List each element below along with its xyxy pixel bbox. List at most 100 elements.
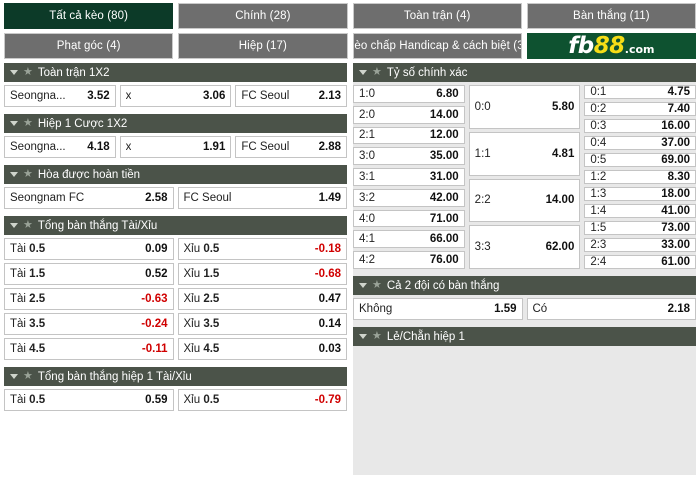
correct-score-column-2: 0:0 5.80 1:1 4.81 2:2 14.00 3:3 62.00 — [468, 85, 581, 269]
odd-cell[interactable]: Seongnam FC 2.58 — [4, 187, 174, 209]
odd-cell[interactable]: 2:1 12.00 — [353, 126, 465, 145]
odd-cell[interactable]: 1:3 18.00 — [584, 187, 697, 201]
chevron-down-icon[interactable] — [10, 374, 18, 379]
section-half1-1x2-header[interactable]: ★ Hiệp 1 Cược 1X2 — [4, 114, 347, 133]
odd-cell[interactable]: 3:0 35.00 — [353, 147, 465, 166]
odd-cell[interactable]: Xỉu 0.5 -0.79 — [177, 389, 347, 411]
tab-half[interactable]: Hiệp (17) — [178, 33, 348, 59]
odd-cell[interactable]: Xỉu 3.5 0.14 — [177, 313, 347, 335]
tab-all-bets[interactable]: Tất cả kèo (80) — [4, 3, 174, 29]
odd-cell[interactable]: 1:5 73.00 — [584, 221, 697, 235]
tab-main[interactable]: Chính (28) — [178, 3, 348, 29]
odd-cell[interactable]: FC Seoul 2.88 — [235, 136, 348, 158]
odd-cell[interactable]: Có 2.18 — [526, 298, 696, 320]
odd-cell[interactable]: 0:2 7.40 — [584, 102, 697, 116]
odd-cell[interactable]: Tài 3.5 -0.24 — [4, 313, 174, 335]
odd-value: 62.00 — [545, 241, 575, 254]
odd-cell[interactable]: Seongna... 4.18 — [4, 136, 116, 158]
star-icon[interactable]: ★ — [23, 168, 33, 180]
odd-cell[interactable]: Tài 4.5 -0.11 — [4, 338, 174, 360]
odd-cell[interactable]: 0:4 37.00 — [584, 136, 697, 150]
odd-cell[interactable]: FC Seoul 2.13 — [235, 85, 348, 107]
chevron-down-icon[interactable] — [10, 121, 18, 126]
star-icon[interactable]: ★ — [372, 279, 382, 291]
odd-label: 3:0 — [359, 150, 375, 163]
section-title: Toàn trận 1X2 — [37, 66, 110, 79]
chevron-down-icon[interactable] — [359, 334, 367, 339]
section-total-goals-ou-header[interactable]: ★ Tổng bàn thắng Tài/Xỉu — [4, 216, 347, 235]
odd-cell[interactable]: 0:1 4.75 — [584, 85, 697, 99]
section-correct-score-header[interactable]: ★ Tỷ số chính xác — [353, 63, 696, 82]
odd-cell[interactable]: 1:0 6.80 — [353, 85, 465, 103]
star-icon[interactable]: ★ — [372, 66, 382, 78]
odd-cell[interactable]: 0:5 69.00 — [584, 153, 697, 167]
chevron-down-icon[interactable] — [359, 70, 367, 75]
odd-label: 0:4 — [590, 137, 607, 149]
odds-row: Tài 0.5 0.09 Xỉu 0.5 -0.18 — [4, 238, 347, 260]
odd-cell[interactable]: 2:0 14.00 — [353, 105, 465, 124]
section-both-teams-score: ★ Cả 2 đội có bàn thắng Không 1.59 Có 2.18 — [353, 276, 696, 320]
odd-cell[interactable]: Xỉu 1.5 -0.68 — [177, 263, 347, 285]
odd-cell[interactable]: 3:2 42.00 — [353, 188, 465, 207]
odd-cell[interactable]: Tài 0.5 0.59 — [4, 389, 174, 411]
odds-rows: Tài 0.5 0.09 Xỉu 0.5 -0.18 Tài 1.5 0.52 Xỉu 1.… — [4, 235, 347, 360]
odd-label: FC Seoul — [183, 192, 232, 204]
odd-label: 4:2 — [359, 254, 375, 267]
odd-cell[interactable]: Seongna... 3.52 — [4, 85, 116, 107]
section-half1-odd-even: ★ Lẻ/Chẵn hiệp 1 — [353, 327, 696, 346]
star-icon[interactable]: ★ — [23, 219, 33, 231]
odd-cell[interactable]: x 3.06 — [119, 85, 232, 107]
odd-cell[interactable]: 2:4 61.00 — [584, 255, 697, 269]
star-icon[interactable]: ★ — [23, 66, 33, 78]
odd-cell[interactable]: Không 1.59 — [353, 298, 523, 320]
odds-row: Tài 3.5 -0.24 Xỉu 3.5 0.14 — [4, 313, 347, 335]
odd-label: 2:1 — [359, 129, 375, 142]
odd-cell[interactable]: 1:4 41.00 — [584, 204, 697, 218]
odd-cell[interactable]: 2:2 14.00 — [468, 178, 581, 223]
odd-cell[interactable]: 0:0 5.80 — [468, 85, 581, 129]
odd-cell[interactable]: 1:2 8.30 — [584, 170, 697, 184]
odd-label: 2:2 — [474, 194, 491, 207]
tab-corners[interactable]: Phạt góc (4) — [4, 33, 174, 59]
odd-cell[interactable]: 3:3 62.00 — [468, 225, 581, 269]
chevron-down-icon[interactable] — [10, 223, 18, 228]
tab-fulltime[interactable]: Toàn trận (4) — [352, 3, 522, 29]
section-half1-odd-even-header[interactable]: ★ Lẻ/Chẵn hiệp 1 — [353, 327, 696, 346]
section-half1-total-goals-ou-header[interactable]: ★ Tổng bàn thắng hiệp 1 Tài/Xỉu — [4, 367, 347, 386]
odd-cell[interactable]: 1:1 4.81 — [468, 131, 581, 176]
odd-cell[interactable]: Xỉu 4.5 0.03 — [177, 338, 347, 360]
odd-cell[interactable]: x 1.91 — [119, 136, 232, 158]
odd-cell[interactable]: Xỉu 0.5 -0.18 — [177, 238, 347, 260]
section-title: Cả 2 đội có bàn thắng — [386, 279, 500, 292]
tab-handicap[interactable]: Kèo chấp Handicap & cách biệt (3) — [352, 33, 522, 59]
odd-value: 4.18 — [87, 141, 110, 153]
odd-value: 2.18 — [667, 303, 690, 315]
odd-label: Seongnam FC — [10, 192, 85, 204]
odds-row: Tài 2.5 -0.63 Xỉu 2.5 0.47 — [4, 288, 347, 310]
chevron-down-icon[interactable] — [10, 172, 18, 177]
odd-cell[interactable]: Tài 2.5 -0.63 — [4, 288, 174, 310]
tab-goals[interactable]: Bàn thắng (11) — [526, 3, 696, 29]
chevron-down-icon[interactable] — [10, 70, 18, 75]
star-icon[interactable]: ★ — [372, 330, 382, 342]
odd-cell[interactable]: Tài 1.5 0.52 — [4, 263, 174, 285]
star-icon[interactable]: ★ — [23, 117, 33, 129]
star-icon[interactable]: ★ — [23, 370, 33, 382]
odd-cell[interactable]: Xỉu 2.5 0.47 — [177, 288, 347, 310]
odd-cell[interactable]: 4:0 71.00 — [353, 209, 465, 228]
section-draw-no-bet-header[interactable]: ★ Hòa được hoàn tiền — [4, 165, 347, 184]
section-fulltime-1x2-header[interactable]: ★ Toàn trận 1X2 — [4, 63, 347, 82]
odd-value: 76.00 — [429, 254, 459, 267]
odd-cell[interactable]: 4:2 76.00 — [353, 251, 465, 270]
section-both-teams-score-header[interactable]: ★ Cả 2 đội có bàn thắng — [353, 276, 696, 295]
odd-cell[interactable]: 2:3 33.00 — [584, 238, 697, 252]
odd-label: Seongna... — [10, 90, 66, 102]
odd-cell[interactable]: 0:3 16.00 — [584, 119, 697, 133]
odd-cell[interactable]: 4:1 66.00 — [353, 230, 465, 249]
odd-cell[interactable]: Tài 0.5 0.09 — [4, 238, 174, 260]
odd-cell[interactable]: FC Seoul 1.49 — [177, 187, 347, 209]
odds-row: Seongna... 4.18 x 1.91 FC Seoul 2.88 — [4, 136, 348, 158]
chevron-down-icon[interactable] — [359, 283, 367, 288]
odd-label: Xỉu 0.5 — [183, 243, 220, 255]
odd-cell[interactable]: 3:1 31.00 — [353, 168, 465, 186]
